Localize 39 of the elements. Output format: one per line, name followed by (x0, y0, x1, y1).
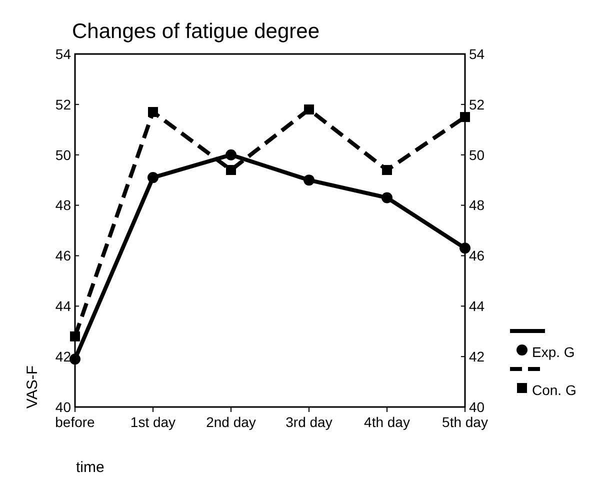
y-tick-label: 54 (55, 46, 72, 62)
legend-label: Exp. G (532, 344, 575, 360)
point (304, 104, 314, 114)
y-axis-title: VAS-F (24, 365, 41, 409)
point (382, 192, 392, 204)
y-tick-label: 48 (55, 197, 72, 214)
y2-tick-label: 44 (469, 298, 485, 314)
legend-label: Con. G (532, 382, 576, 398)
y-tick-label: 42 (55, 348, 72, 364)
y-tick-label: 40 (55, 398, 72, 415)
y2-tick-label: 50 (469, 146, 485, 163)
y2-tick-label: 52 (469, 96, 485, 112)
x-tick-label: 3rd day (286, 414, 332, 430)
y2-tick-label: 42 (469, 348, 485, 364)
point (460, 242, 470, 254)
point (70, 354, 80, 365)
y-tick-label: 52 (55, 96, 72, 112)
point (70, 331, 80, 342)
x-tick-label: 2nd day (206, 414, 256, 430)
point (148, 172, 158, 184)
y2-tick-label: 40 (469, 398, 485, 415)
y-tick-label: 44 (55, 298, 72, 314)
point (460, 112, 470, 122)
point (226, 164, 236, 175)
x-axis-title: time (76, 459, 104, 476)
y-tick-label: 50 (55, 146, 72, 163)
y2-tick-label: 48 (469, 197, 485, 214)
point (226, 149, 236, 160)
x-tick-label: 4th day (364, 414, 410, 430)
x-tick-label: before (55, 414, 96, 430)
y-tick-label: 46 (55, 248, 72, 264)
point (382, 164, 392, 175)
chart-title: Changes of fatigue degree (72, 20, 320, 43)
x-tick-label: 1st day (130, 414, 176, 430)
y2-tick-label: 46 (469, 248, 485, 264)
x-tick-label: 5th day (442, 414, 488, 430)
y2-tick-label: 54 (469, 46, 485, 62)
point (304, 174, 314, 186)
point (148, 106, 158, 117)
